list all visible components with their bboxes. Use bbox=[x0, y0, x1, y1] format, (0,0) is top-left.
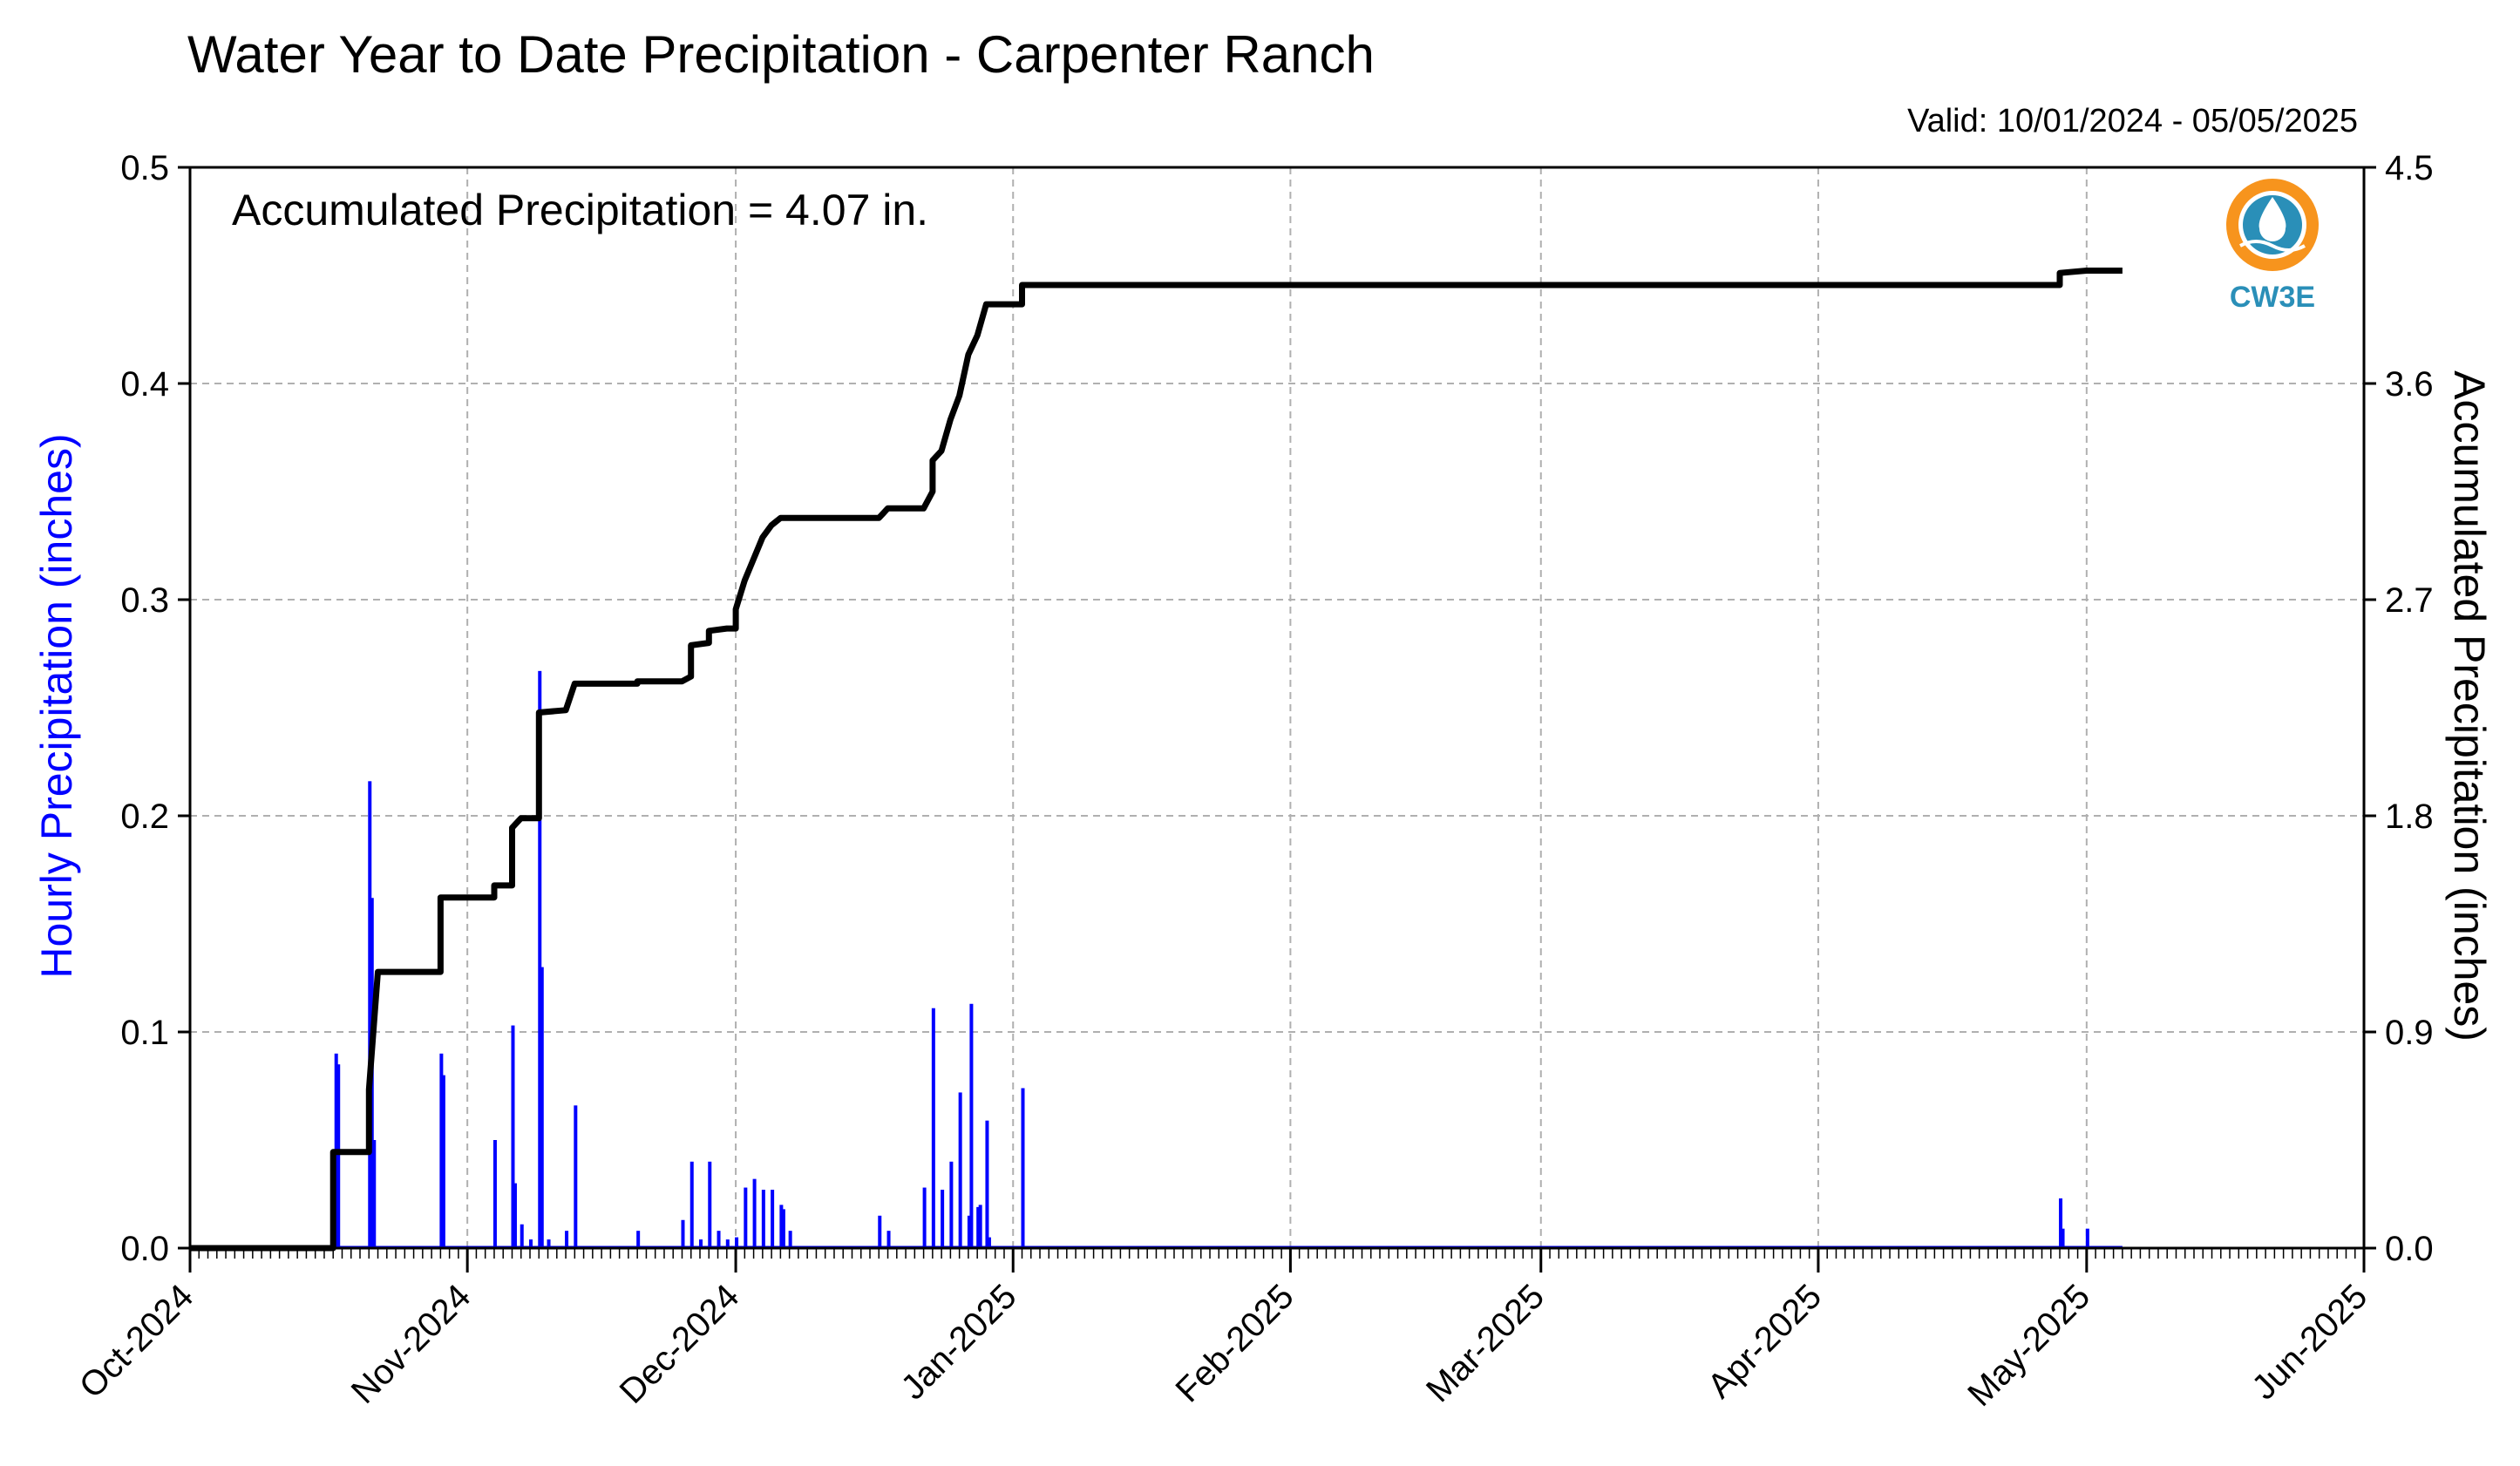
hourly-bar bbox=[492, 1140, 497, 1248]
hourly-bar bbox=[699, 1239, 703, 1248]
hourly-bar bbox=[788, 1231, 792, 1248]
hourly-bar bbox=[513, 1183, 517, 1248]
hourly-bar bbox=[689, 1161, 694, 1248]
hourly-bar bbox=[886, 1231, 891, 1248]
hourly-bar bbox=[547, 1239, 551, 1248]
hourly-bar bbox=[574, 1105, 578, 1248]
hourly-bar bbox=[735, 1237, 739, 1248]
hourly-bar bbox=[439, 1053, 444, 1248]
hourly-bar bbox=[681, 1219, 685, 1248]
y-tick-label-right: 3.6 bbox=[2385, 365, 2434, 404]
hourly-bar bbox=[878, 1215, 882, 1248]
water-drop-icon bbox=[2258, 197, 2286, 241]
hourly-bar bbox=[529, 1239, 533, 1248]
y-tick-label-left: 0.3 bbox=[120, 581, 169, 620]
hourly-bar bbox=[336, 1064, 341, 1248]
hourly-bar bbox=[368, 781, 372, 1248]
logo-ring bbox=[2226, 179, 2319, 271]
logo-wave-icon bbox=[2239, 240, 2306, 252]
hourly-bar bbox=[744, 1187, 748, 1248]
x-tick-label: Oct-2024 bbox=[72, 1277, 200, 1405]
hourly-bar bbox=[752, 1178, 757, 1248]
hourly-bar bbox=[985, 1120, 989, 1248]
chart-title: Water Year to Date Precipitation - Carpe… bbox=[187, 25, 1375, 84]
hourly-bar bbox=[1021, 1088, 1025, 1248]
y-tick-label-left: 0.0 bbox=[120, 1230, 169, 1268]
hourly-bar bbox=[2061, 1228, 2065, 1248]
y-tick-label-right: 0.0 bbox=[2385, 1230, 2434, 1268]
y-axis-label-right: Accumulated Precipitation (inches) bbox=[2445, 370, 2494, 1042]
hourly-bar bbox=[511, 1025, 515, 1248]
logo-text: CW3E bbox=[2230, 281, 2315, 314]
y-tick-label-right: 4.5 bbox=[2385, 149, 2434, 187]
hourly-bar bbox=[725, 1239, 730, 1248]
hourly-bar bbox=[441, 1075, 445, 1248]
plot-frame bbox=[188, 166, 2366, 1250]
hourly-bar bbox=[949, 1161, 954, 1248]
x-tick-label: Apr-2025 bbox=[1701, 1277, 1829, 1405]
y-tick-label-right: 1.8 bbox=[2385, 797, 2434, 836]
hourly-bar bbox=[958, 1092, 962, 1248]
y-tick-label-right: 2.7 bbox=[2385, 581, 2434, 620]
hourly-bar bbox=[922, 1187, 927, 1248]
hourly-bar bbox=[967, 1215, 971, 1248]
x-tick-label: Jun-2025 bbox=[2245, 1277, 2374, 1407]
hourly-bar bbox=[708, 1161, 712, 1248]
y-tick-label-left: 0.4 bbox=[120, 365, 169, 404]
hourly-bar bbox=[520, 1224, 524, 1248]
hourly-bar bbox=[540, 967, 544, 1248]
y-axis-label-left: Hourly Precipitation (inches) bbox=[32, 433, 81, 978]
hourly-bar bbox=[931, 1008, 935, 1248]
x-tick-label: May-2025 bbox=[1960, 1277, 2097, 1414]
valid-date-range: Valid: 10/01/2024 - 05/05/2025 bbox=[1907, 103, 2358, 139]
y-tick-label-left: 0.2 bbox=[120, 797, 169, 836]
y-tick-label-right: 0.9 bbox=[2385, 1014, 2434, 1052]
accumulated-annotation: Accumulated Precipitation = 4.07 in. bbox=[232, 186, 928, 234]
x-tick-label: Mar-2025 bbox=[1419, 1277, 1552, 1409]
hourly-bar bbox=[987, 1237, 991, 1248]
x-tick-label: Nov-2024 bbox=[344, 1277, 479, 1411]
hourly-bar bbox=[2085, 1228, 2089, 1248]
hourly-bar bbox=[976, 1206, 981, 1248]
hourly-bar bbox=[781, 1209, 785, 1248]
x-tick-label: Dec-2024 bbox=[613, 1277, 747, 1411]
accumulated-precipitation-line bbox=[190, 268, 2123, 1252]
hourly-bar bbox=[2059, 1198, 2063, 1248]
hourly-bar bbox=[372, 1140, 377, 1248]
y-tick-label-left: 0.5 bbox=[120, 149, 169, 187]
axes: 0.0 0.0 0.1 0.9 0.2 1.8 0.3 2.7 0.4 3.6 0.5 4.5 Oct-… bbox=[72, 149, 2434, 1414]
cw3e-logo: CW3E bbox=[2226, 179, 2319, 314]
grid-lines bbox=[190, 167, 2364, 1248]
accumulated-series-line bbox=[190, 268, 2123, 1252]
hourly-bar bbox=[941, 1190, 945, 1248]
hourly-bar bbox=[565, 1231, 569, 1248]
hourly-bar bbox=[717, 1231, 721, 1248]
hourly-bar bbox=[538, 670, 542, 1248]
x-tick-label: Jan-2025 bbox=[894, 1277, 1024, 1407]
hourly-bar bbox=[761, 1190, 765, 1248]
y-tick-label-left: 0.1 bbox=[120, 1014, 169, 1052]
hourly-bar bbox=[779, 1205, 784, 1248]
hourly-bar bbox=[969, 1003, 974, 1248]
hourly-bar bbox=[978, 1205, 982, 1248]
x-tick-label: Feb-2025 bbox=[1169, 1277, 1301, 1409]
hourly-bar bbox=[636, 1231, 641, 1248]
hourly-bar bbox=[771, 1190, 775, 1248]
hourly-precipitation-bars bbox=[190, 670, 2123, 1249]
